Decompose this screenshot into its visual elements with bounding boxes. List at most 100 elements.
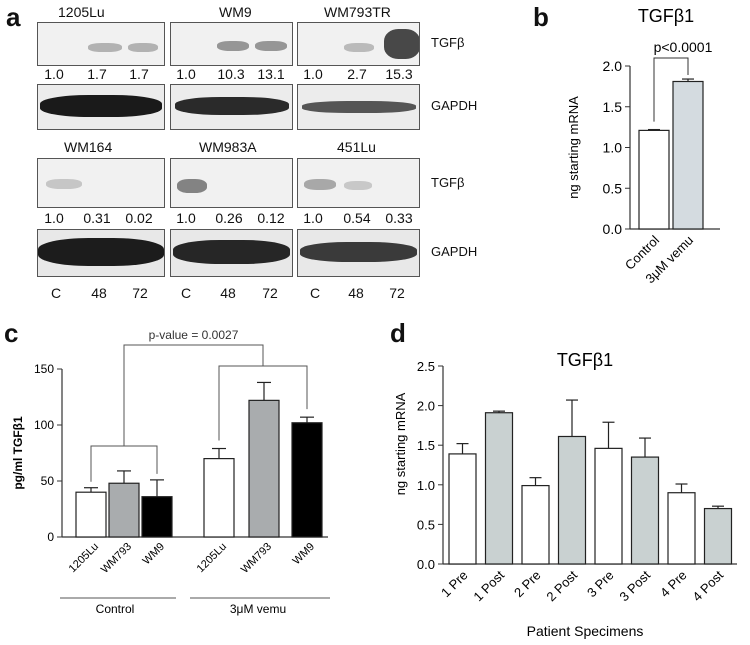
y-tick-label: 0.0: [417, 557, 435, 572]
y-tick-label: 0.0: [603, 221, 623, 237]
band: [40, 95, 162, 117]
x-tick-label: 3 Post: [616, 567, 653, 604]
ratio: 1.7: [129, 66, 149, 82]
panel-letter-a: a: [6, 2, 21, 32]
lane-label: 48: [348, 285, 364, 301]
x-axis-label: Patient Specimens: [527, 623, 644, 639]
blot-title-wm983a: WM983A: [199, 139, 257, 155]
ratio: 1.0: [303, 66, 323, 82]
bar: [248, 399, 280, 538]
band: [88, 43, 122, 52]
band: [46, 179, 82, 189]
bar: [667, 492, 696, 565]
blot-gapdh-451lu: [297, 229, 420, 277]
x-tick-label: 1 Post: [470, 567, 507, 604]
chart-title: TGFβ1: [557, 350, 613, 370]
p-value-bracket: [123, 344, 264, 446]
y-tick-label: 0: [47, 530, 54, 544]
bar: [108, 482, 140, 538]
x-tick-label: 3 Pre: [584, 568, 617, 601]
x-tick-label: 1 Pre: [438, 568, 471, 601]
x-tick-label: WM793: [239, 541, 274, 576]
y-tick-label: 0.5: [603, 180, 623, 196]
ratio: 10.3: [217, 66, 245, 82]
y-tick-label: 2.5: [417, 359, 435, 374]
x-tick-label: WM9: [140, 541, 167, 568]
y-axis-label: ng starting mRNA: [566, 96, 581, 199]
lane-label: 72: [132, 285, 148, 301]
ratio: 0.12: [257, 210, 285, 226]
blot-tgfb-451lu: [297, 158, 420, 208]
y-tick-label: 0.5: [417, 517, 435, 532]
ratio: 0.33: [385, 210, 413, 226]
label-gapdh-top: GAPDH: [431, 98, 478, 113]
bar: [141, 496, 173, 538]
panel-letter-c: c: [4, 318, 19, 348]
label-gapdh-bottom: GAPDH: [431, 244, 478, 259]
ratio: 2.7: [347, 66, 367, 82]
lane-label: 48: [91, 285, 107, 301]
y-tick-label: 2.0: [603, 58, 623, 74]
x-tick-label: WM9: [290, 541, 317, 568]
blot-tgfb-wm9: [170, 22, 293, 66]
bar: [703, 507, 733, 565]
blot-title-451lu: 451Lu: [337, 139, 376, 155]
x-tick-label: 1205Lu: [195, 541, 229, 575]
ratio: 1.0: [44, 210, 64, 226]
bar: [484, 412, 514, 565]
bar: [521, 484, 550, 565]
bar: [75, 491, 107, 538]
band: [128, 43, 158, 52]
y-tick-label: 1.5: [417, 438, 435, 453]
blot-tgfb-1205lu: [37, 22, 165, 66]
lane-label: 48: [220, 285, 236, 301]
band: [38, 238, 164, 266]
group-label: 3μM vemu: [230, 602, 286, 616]
y-tick-label: 100: [34, 418, 54, 432]
x-tick-label: 2 Post: [543, 567, 580, 604]
ratio: 0.54: [343, 210, 371, 226]
label-tgfb-bottom: TGFβ: [431, 175, 465, 190]
blot-title-1205lu: 1205Lu: [58, 4, 105, 20]
lane-label: C: [50, 285, 62, 301]
panel-letter-d: d: [390, 318, 406, 348]
y-tick-label: 50: [41, 474, 55, 488]
ratio: 0.26: [215, 210, 243, 226]
bar: [291, 422, 323, 538]
ratio: 1.7: [87, 66, 107, 82]
blot-tgfb-wm164: [37, 158, 165, 208]
p-value-label: p<0.0001: [654, 39, 713, 55]
panel-letter-b: b: [533, 2, 549, 32]
ratio: 0.02: [125, 210, 153, 226]
ratio: 1.0: [303, 210, 323, 226]
y-tick-label: 150: [34, 362, 54, 376]
y-tick-label: 1.0: [603, 140, 623, 156]
blot-gapdh-wm983a: [170, 229, 293, 277]
x-tick-label: 4 Pre: [657, 568, 690, 601]
blot-tgfb-wm983a: [170, 158, 293, 208]
bar: [638, 129, 670, 230]
bar: [203, 458, 235, 538]
band: [217, 41, 249, 51]
blot-gapdh-1205lu: [37, 84, 165, 130]
band: [304, 179, 336, 190]
lane-label: C: [180, 285, 192, 301]
ratio: 0.31: [83, 210, 111, 226]
band: [384, 29, 419, 59]
lane-label: 72: [389, 285, 405, 301]
significance-bracket: [653, 57, 689, 122]
bar: [672, 80, 704, 230]
band: [302, 101, 416, 113]
blot-gapdh-wm164: [37, 229, 165, 277]
bar: [557, 435, 587, 565]
ratio: 1.0: [44, 66, 64, 82]
blot-title-wm9: WM9: [219, 4, 252, 20]
band: [255, 41, 287, 51]
band: [300, 242, 417, 262]
chart-d: TGFβ1 0.0 0.5 1.0 1.5 2.0 2.5 ng starting mRNA 1…: [393, 350, 737, 639]
lane-label: C: [309, 285, 321, 301]
ratio: 13.1: [257, 66, 285, 82]
y-tick-label: 2.0: [417, 399, 435, 414]
band: [344, 181, 372, 190]
